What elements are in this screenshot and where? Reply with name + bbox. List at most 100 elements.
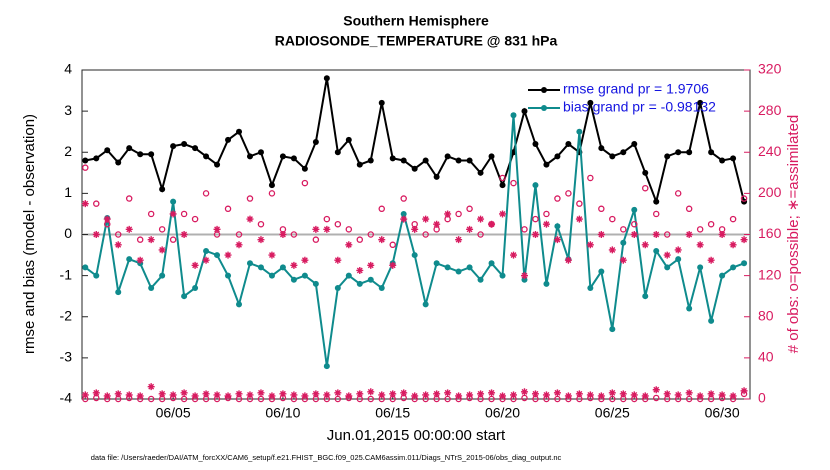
y-tick-label: -4 bbox=[60, 390, 73, 406]
assimilated-marker bbox=[630, 391, 638, 399]
assimilated-marker bbox=[586, 241, 594, 249]
possible-marker bbox=[224, 205, 232, 213]
point bbox=[521, 108, 528, 115]
assimilated-marker bbox=[509, 391, 517, 399]
y-tick-label: -1 bbox=[60, 266, 73, 282]
point bbox=[488, 153, 495, 160]
possible-marker bbox=[554, 195, 561, 202]
y2-axis-label: # of obs: o=possible; ∗=assimilated bbox=[785, 115, 802, 354]
point bbox=[664, 264, 671, 271]
y2-tick-label: 40 bbox=[758, 349, 774, 365]
assimilated-marker bbox=[224, 392, 232, 400]
assimilated-marker bbox=[158, 390, 166, 398]
point bbox=[268, 272, 275, 279]
assimilated-marker bbox=[125, 391, 133, 399]
y2-tick-label: 280 bbox=[758, 102, 782, 118]
y2-tick-label: 80 bbox=[758, 307, 774, 323]
assimilated-marker bbox=[235, 241, 243, 249]
assimilated-marker bbox=[685, 231, 693, 238]
point bbox=[433, 260, 440, 267]
possible-marker bbox=[609, 215, 616, 223]
point bbox=[93, 272, 100, 279]
point bbox=[104, 147, 111, 154]
point bbox=[290, 276, 297, 283]
assimilated-marker bbox=[564, 256, 572, 264]
assimilated-marker bbox=[718, 231, 726, 238]
assimilated-marker bbox=[542, 391, 550, 399]
point bbox=[214, 252, 221, 259]
point bbox=[411, 165, 418, 172]
assimilated-marker bbox=[531, 390, 539, 398]
point bbox=[653, 198, 660, 205]
assimilated-marker bbox=[729, 241, 737, 249]
point bbox=[741, 260, 748, 267]
possible-marker bbox=[554, 395, 561, 403]
possible-marker bbox=[367, 395, 375, 403]
assimilated-marker bbox=[740, 387, 748, 395]
assimilated-marker bbox=[542, 220, 550, 228]
assimilated-marker bbox=[707, 256, 715, 264]
assimilated-marker bbox=[301, 392, 309, 400]
point bbox=[510, 112, 517, 119]
assimilated-marker bbox=[674, 391, 682, 399]
y-tick-label: 3 bbox=[64, 102, 72, 118]
point bbox=[609, 326, 616, 333]
assimilated-marker bbox=[279, 390, 287, 398]
point bbox=[554, 153, 561, 160]
possible-marker bbox=[290, 231, 298, 238]
assimilated-marker bbox=[191, 261, 199, 269]
point bbox=[82, 157, 89, 164]
possible-marker bbox=[477, 231, 484, 238]
point bbox=[378, 99, 385, 106]
point bbox=[236, 128, 243, 135]
possible-marker bbox=[696, 226, 704, 233]
point bbox=[543, 161, 550, 168]
assimilated-marker bbox=[246, 391, 254, 399]
possible-marker bbox=[323, 215, 331, 223]
assimilated-marker bbox=[652, 386, 660, 394]
possible-marker bbox=[301, 179, 309, 187]
assimilated-marker bbox=[290, 261, 298, 269]
point bbox=[653, 247, 660, 254]
point bbox=[642, 293, 649, 300]
point bbox=[565, 141, 572, 148]
possible-marker bbox=[521, 226, 528, 233]
assimilated-marker bbox=[520, 388, 528, 396]
x-axis-label: Jun.01,2015 00:00:00 start bbox=[327, 427, 506, 444]
assimilated-marker bbox=[389, 261, 397, 269]
point bbox=[609, 153, 616, 160]
assimilated-marker bbox=[147, 383, 155, 391]
x-tick-label: 06/15 bbox=[375, 405, 410, 421]
point bbox=[192, 145, 199, 152]
y-tick-label: 1 bbox=[64, 184, 72, 200]
point bbox=[411, 252, 418, 259]
assimilated-marker bbox=[674, 246, 682, 254]
point bbox=[301, 272, 308, 279]
assimilated-marker bbox=[553, 236, 561, 244]
possible-marker bbox=[389, 241, 396, 249]
assimilated-marker bbox=[499, 210, 507, 218]
point bbox=[730, 155, 737, 162]
assimilated-marker bbox=[641, 241, 649, 249]
assimilated-marker bbox=[312, 390, 320, 398]
assimilated-marker bbox=[257, 389, 265, 397]
possible-marker bbox=[444, 395, 451, 403]
point bbox=[444, 153, 451, 160]
assimilated-marker bbox=[268, 251, 276, 259]
point bbox=[730, 264, 737, 271]
assimilated-marker bbox=[729, 392, 737, 400]
point bbox=[93, 155, 100, 162]
point bbox=[576, 128, 583, 135]
assimilated-marker bbox=[114, 241, 122, 249]
x-tick-label: 06/05 bbox=[156, 405, 191, 421]
point bbox=[631, 206, 638, 213]
assimilated-marker bbox=[125, 225, 133, 233]
point bbox=[312, 280, 319, 287]
point bbox=[82, 264, 89, 271]
possible-marker bbox=[147, 395, 155, 403]
assimilated-marker bbox=[455, 392, 463, 400]
y-tick-label: -2 bbox=[60, 307, 73, 323]
assimilated-marker bbox=[641, 392, 649, 400]
assimilated-marker bbox=[224, 251, 232, 259]
assimilated-marker bbox=[433, 390, 441, 398]
